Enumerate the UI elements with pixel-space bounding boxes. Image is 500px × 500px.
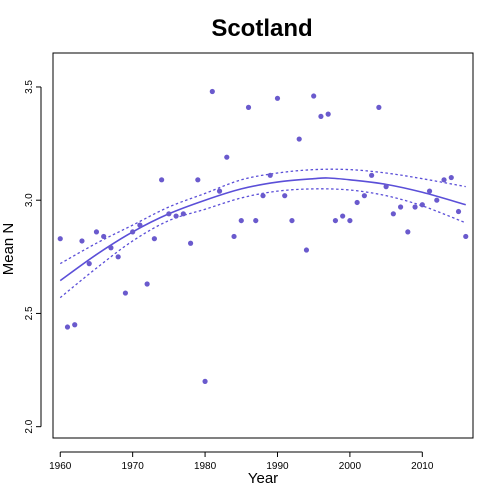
data-point (383, 184, 389, 190)
chart-title: Scotland (211, 15, 312, 42)
data-point (101, 233, 107, 240)
data-point (93, 229, 100, 235)
data-point (311, 93, 317, 99)
x-axis: 1960 1970 1980 1990 2000 2010 (49, 451, 434, 472)
data-point (224, 154, 230, 160)
data-point (274, 95, 281, 101)
data-point (57, 236, 63, 242)
data-point (289, 217, 295, 224)
data-point (455, 208, 462, 215)
data-point (282, 193, 288, 199)
data-point (231, 233, 237, 240)
y-tick-label: 3.0 (24, 193, 35, 207)
data-point (187, 240, 194, 246)
data-point (180, 211, 186, 217)
x-tick-label: 1990 (266, 461, 289, 472)
data-point (448, 174, 454, 181)
data-point (144, 281, 150, 287)
data-point (318, 113, 324, 120)
data-point (397, 204, 404, 210)
data-point (195, 177, 201, 183)
data-point (166, 211, 172, 217)
data-points (57, 88, 469, 384)
x-tick-label: 2000 (339, 461, 362, 472)
data-point (354, 199, 360, 206)
data-point (325, 111, 331, 117)
y-tick-label: 2.5 (24, 306, 35, 320)
data-point (209, 88, 215, 95)
data-point (137, 222, 143, 228)
y-tick-label: 2.0 (24, 419, 35, 433)
data-point (296, 136, 302, 142)
x-tick-label: 1980 (194, 461, 217, 472)
data-point (79, 238, 85, 244)
data-point (267, 172, 273, 178)
data-point (151, 236, 157, 242)
x-axis-label: Year (248, 470, 278, 487)
fit-lines (59, 168, 466, 299)
data-point (202, 378, 208, 384)
data-point (260, 193, 266, 199)
y-tick-label: 3.5 (24, 80, 35, 94)
data-point (245, 104, 252, 110)
y-axis-label: Mean N (0, 223, 17, 276)
data-point (412, 204, 418, 210)
data-point (130, 229, 136, 235)
data-point (64, 324, 71, 330)
data-point (159, 177, 165, 183)
x-tick-label: 1960 (49, 461, 72, 472)
data-point (419, 202, 425, 208)
data-point (253, 217, 259, 224)
data-point (463, 233, 469, 240)
data-point (216, 188, 223, 194)
data-point (390, 211, 396, 217)
data-point (340, 213, 346, 219)
confidence-band-line (59, 188, 466, 299)
data-point (173, 213, 179, 219)
y-axis: 2.0 2.5 3.0 3.5 (24, 80, 42, 434)
data-point (369, 172, 375, 178)
data-point (122, 290, 129, 296)
data-point (72, 322, 78, 328)
x-tick-label: 1970 (122, 461, 145, 472)
data-point (238, 217, 244, 224)
data-point (347, 217, 353, 224)
data-point (434, 197, 440, 203)
data-point (361, 193, 367, 199)
plot-frame (52, 52, 474, 439)
data-point (108, 245, 114, 251)
data-point (303, 247, 310, 253)
data-point (426, 188, 433, 194)
data-point (86, 261, 92, 267)
data-point (332, 217, 339, 224)
data-point (376, 104, 382, 110)
x-tick-label: 2010 (411, 461, 434, 472)
data-point (405, 229, 411, 235)
data-point (115, 254, 121, 260)
data-point (441, 177, 447, 183)
